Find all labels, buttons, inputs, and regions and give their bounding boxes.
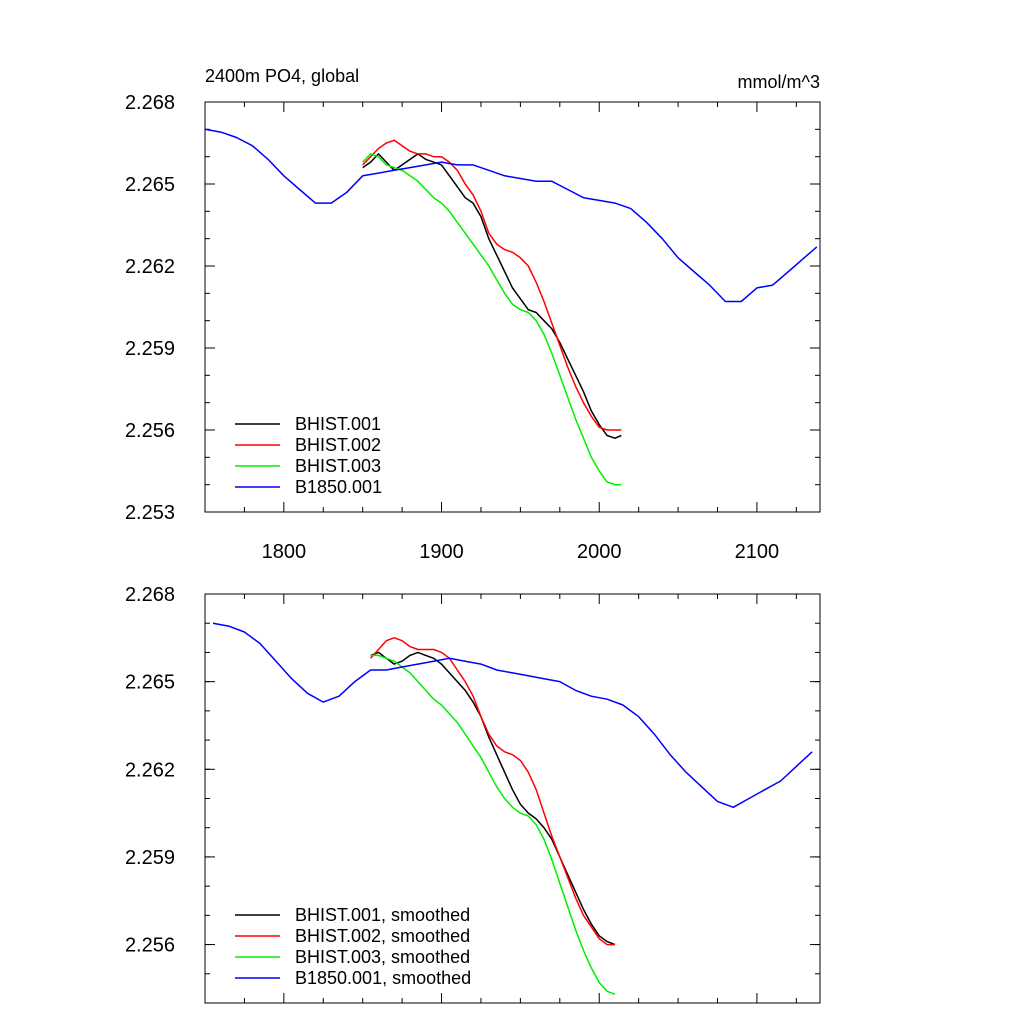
- top-panel: 2400m PO4, global mmol/m^3 2.253 2.256 2.259…: [125, 66, 821, 563]
- units-label: mmol/m^3: [738, 72, 820, 92]
- y-tick-label: 2.256: [125, 420, 175, 442]
- y-tick-label: 2.268: [125, 92, 175, 114]
- legend-label-0: BHIST.001: [295, 414, 381, 434]
- x-tick-label: 2000: [577, 541, 622, 563]
- series-line-1: [362, 139, 622, 431]
- legend-label-3: B1850.001, smoothed: [295, 968, 471, 988]
- legend-label-1: BHIST.002, smoothed: [295, 926, 470, 946]
- y-tick-label: 2.265: [125, 672, 175, 694]
- y-tick-label: 2.259: [125, 338, 175, 360]
- y-tick-label: 2.268: [125, 584, 175, 606]
- y-tick-label: 2.265: [125, 174, 175, 196]
- y-tick-label: 2.259: [125, 847, 175, 869]
- plot-frame: [204, 101, 821, 513]
- chart-title: 2400m PO4, global: [205, 66, 359, 86]
- bottom-panel: 2.256 2.259 2.262 2.265 2.268 BHIST.001, smoo…: [125, 584, 821, 1004]
- y-tick-label: 2.253: [125, 502, 175, 524]
- series-line-3: [204, 128, 818, 303]
- legend-label-0: BHIST.001, smoothed: [295, 905, 470, 925]
- x-tick-label: 1800: [262, 541, 307, 563]
- series-line-2: [362, 153, 622, 486]
- x-tick-label: 2100: [735, 541, 780, 563]
- series-line-0: [370, 651, 616, 946]
- legend-label-1: BHIST.002: [295, 435, 381, 455]
- legend-label-2: BHIST.003: [295, 456, 381, 476]
- y-tick-label: 2.262: [125, 759, 175, 781]
- series-line-1: [370, 637, 615, 946]
- series-line-3: [212, 622, 813, 809]
- series-line-0: [362, 153, 622, 439]
- y-tick-label: 2.256: [125, 935, 175, 957]
- x-tick-label: 1900: [419, 541, 464, 563]
- y-tick-label: 2.262: [125, 256, 175, 278]
- legend-label-3: B1850.001: [295, 477, 382, 497]
- series-line-2: [370, 654, 616, 995]
- legend-label-2: BHIST.003, smoothed: [295, 947, 470, 967]
